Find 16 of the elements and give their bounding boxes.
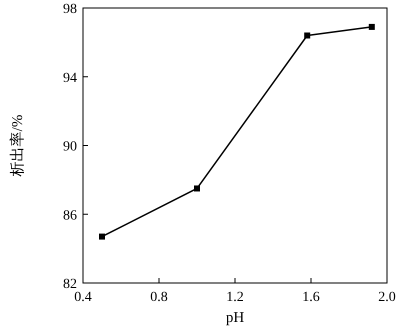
- x-tick-label: 2.0: [378, 290, 396, 305]
- x-tick-label: 1.6: [302, 290, 320, 305]
- y-axis-title: 析出率/%: [9, 114, 26, 178]
- y-tick-label: 90: [63, 140, 77, 154]
- y-tick-label: 98: [63, 2, 77, 17]
- point: [99, 234, 105, 240]
- point: [304, 32, 310, 38]
- x-tick-label: 0.4: [74, 290, 92, 305]
- x-tick-label: 0.8: [150, 290, 168, 305]
- y-tick-label: 82: [63, 277, 77, 292]
- y-tick-label: 86: [63, 208, 77, 224]
- point: [194, 185, 200, 192]
- x-axis-title: pH: [226, 310, 244, 326]
- y-tick-label: 94: [63, 70, 77, 86]
- point: [368, 24, 375, 30]
- x-tick-label: 1.2: [226, 290, 244, 305]
